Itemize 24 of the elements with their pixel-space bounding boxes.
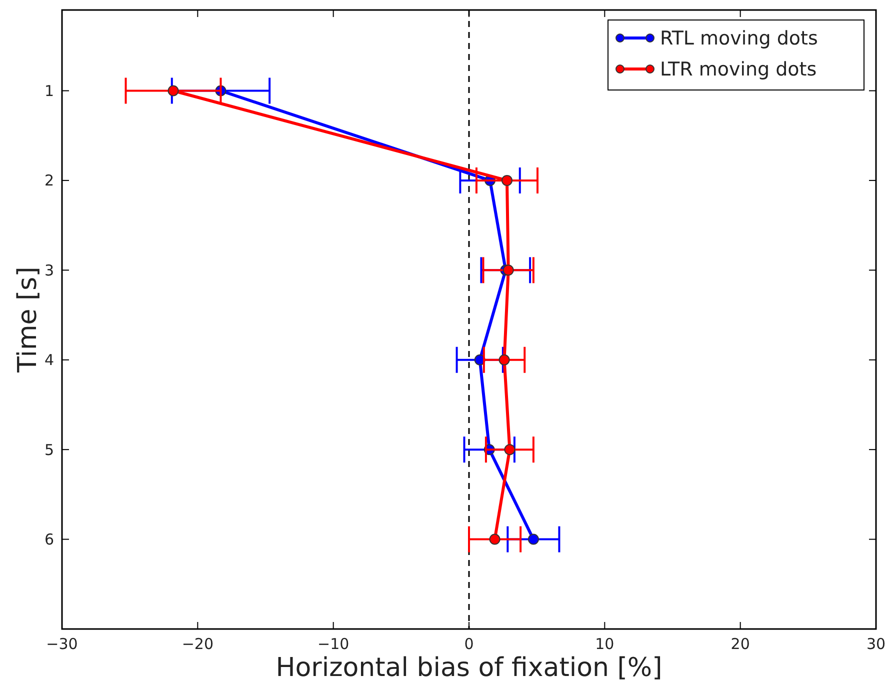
x-tick-label: 10 bbox=[595, 635, 614, 653]
legend-label: RTL moving dots bbox=[660, 28, 818, 50]
point bbox=[498, 354, 510, 366]
y-tick-label: 2 bbox=[44, 172, 54, 190]
x-tick-label: 20 bbox=[730, 635, 750, 653]
x-tick-label: −30 bbox=[46, 635, 78, 653]
y-tick-label: 5 bbox=[44, 440, 54, 459]
x-tick-label: −20 bbox=[182, 635, 214, 653]
y-tick-label: 1 bbox=[44, 82, 54, 100]
x-tick-label: −10 bbox=[318, 635, 350, 653]
point bbox=[168, 85, 179, 96]
y-tick-label: 3 bbox=[44, 261, 54, 280]
point bbox=[528, 534, 539, 545]
point bbox=[501, 174, 512, 186]
x-tick-label: 30 bbox=[866, 635, 886, 653]
y-tick-label: 6 bbox=[44, 530, 54, 549]
legend-label: LTR moving dots bbox=[660, 58, 817, 81]
point bbox=[489, 534, 500, 545]
point bbox=[502, 264, 514, 276]
x-tick-label: 0 bbox=[464, 635, 474, 653]
y-tick-label: 4 bbox=[44, 351, 54, 370]
x-axis-title: Horizontal bias of fixation [%] bbox=[276, 653, 662, 681]
point bbox=[504, 444, 516, 456]
y-axis-title: Time [s] bbox=[13, 266, 43, 374]
